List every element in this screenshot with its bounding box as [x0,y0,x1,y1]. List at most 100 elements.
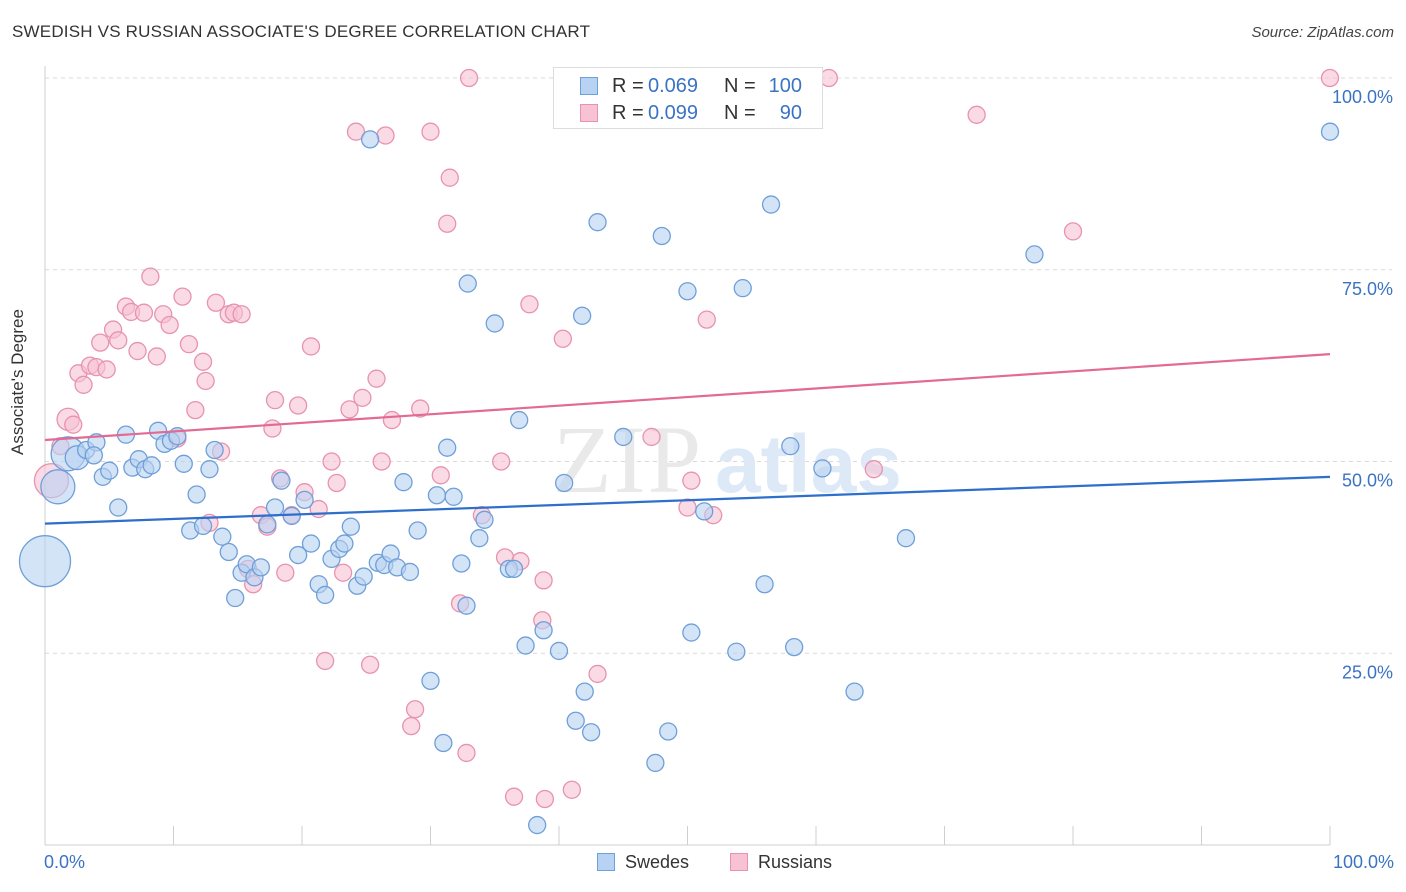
russians-point [504,787,524,806]
russians-point [333,563,353,582]
swedes-point [40,469,76,505]
trend-lines [44,353,1331,525]
swedes-point [301,534,321,553]
n-value: 100 [768,75,802,97]
y-tick-label-25: 25.0% [1342,662,1393,682]
russians-point [459,68,479,88]
stats-box: R = 0.069 N = 100 R = 0.099 N = 90 [553,67,823,129]
swedes-point [295,490,314,510]
swedes-point [438,438,457,457]
swedes-point [470,529,489,548]
russians-point [265,390,285,410]
swedes-point [534,621,553,640]
russians-point [535,789,555,809]
swedes-point [213,527,232,546]
swedes-point [341,517,360,536]
swedes-point [434,733,453,753]
russians-trend-line [44,353,1331,442]
russians-point [340,400,359,419]
swedes-point [781,437,800,456]
russians-point [376,126,395,145]
russians-point [382,410,402,430]
swedes-point [100,461,119,480]
russians-point [1063,222,1083,241]
swedes-point [572,306,592,325]
y-tick-label-100: 100.0% [1332,87,1393,107]
swedes-point [200,460,219,479]
swedes-point [18,535,72,588]
axes [44,66,1331,846]
swedes-point [566,711,585,730]
r-value: 0.069 [648,75,699,97]
russians-point [562,780,581,799]
russians-point [405,700,425,719]
russians-point [353,388,372,407]
swedes-point [187,485,206,504]
swedes-swatch [580,77,598,95]
swedes-point [421,671,440,691]
y-axis-label: Associate's Degree [8,309,27,455]
russians-point [372,452,391,471]
russians-point [457,743,476,763]
swedes-point [845,682,864,701]
swedes-point [1025,245,1044,264]
swedes-point [528,815,547,835]
swedes-point [575,682,594,701]
swedes-point [457,596,476,615]
russians-point [967,105,986,124]
swedes-point [549,641,569,661]
swedes-point [258,515,277,534]
swedes-point [408,521,427,540]
swedes-point [813,459,832,478]
russians-point [128,341,147,361]
swedes-point [659,722,678,741]
swedes-point [1320,122,1340,141]
russians-point [232,305,251,324]
russians-point [109,331,128,350]
russians-point [520,295,539,314]
swedes-point [646,753,665,773]
swedes-point [400,562,420,582]
chart-title: SWEDISH VS RUSSIAN ASSOCIATE'S DEGREE CO… [12,22,591,41]
russians-point [276,563,295,582]
russians-point [134,303,154,322]
russians-point [196,371,215,391]
watermark-zip: ZIP [553,406,703,513]
swedes-point [727,642,746,661]
swedes-point [452,554,471,573]
swedes-point [554,473,574,493]
swedes-point [354,567,373,586]
source-credit: Source: ZipAtlas.com [1251,24,1394,41]
russians-point [864,460,883,479]
russians-point [440,168,459,187]
series-swedes [18,122,1340,835]
russians-point [301,337,321,356]
russians-point [411,399,430,418]
swedes-point [614,427,633,447]
swedes-trend-line [44,475,1331,525]
russians-point [346,122,366,141]
swedes-point [205,440,224,460]
swedes-legend-swatch [597,853,615,871]
swedes-point [516,636,535,655]
russians-point [438,214,457,233]
swedes-point [288,545,308,565]
y-tick-label-75: 75.0% [1342,279,1393,299]
swedes-point [652,226,671,246]
swedes-point [785,637,804,657]
russians-point [315,651,335,671]
russians-point [141,267,160,286]
legend-item-russians[interactable]: Russians [730,852,832,873]
russians-swatch [580,104,598,122]
swedes-point [504,559,524,579]
grid-lines [45,77,1392,654]
swedes-point [272,471,291,490]
russians-point [642,427,661,447]
swedes-point [265,498,285,517]
swedes-point [142,456,161,475]
russians-point [74,375,93,394]
swedes-point [444,487,463,506]
swedes-point [896,529,916,548]
swedes-point [251,558,271,577]
legend-item-swedes[interactable]: Swedes [597,852,689,873]
